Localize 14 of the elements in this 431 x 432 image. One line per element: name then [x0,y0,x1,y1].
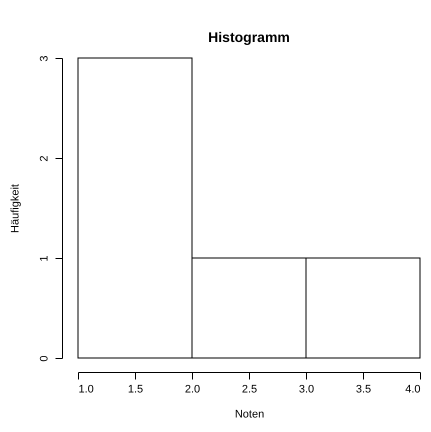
x-tick-label: 3.0 [298,384,314,396]
x-axis-title: Noten [234,408,264,420]
x-tick-label: 2.5 [242,384,258,396]
y-axis-title: Häufigkeit [10,184,22,233]
y-tick-label: 3 [38,55,50,62]
y-tick-label: 0 [38,355,50,362]
y-tick-label: 1 [38,255,50,262]
y-tick-label: 2 [38,155,50,162]
chart-title: Histogramm [208,28,290,45]
x-tick-label: 2.0 [184,384,200,396]
x-tick-label: 4.0 [405,384,420,396]
x-tick-label: 1.5 [128,384,144,396]
x-tick-label: 1.0 [78,384,94,396]
x-tick-label: 3.5 [356,384,372,396]
